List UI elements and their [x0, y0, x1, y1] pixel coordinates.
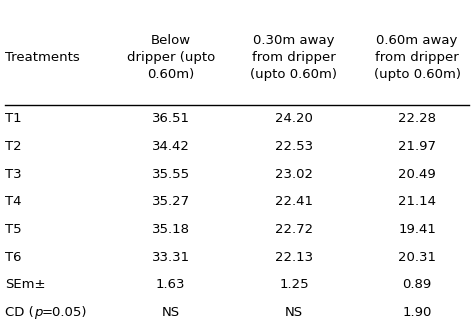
Text: 22.41: 22.41: [275, 195, 313, 208]
Text: =0.05): =0.05): [41, 306, 87, 319]
Text: 35.18: 35.18: [152, 223, 190, 236]
Text: 1.25: 1.25: [279, 278, 309, 291]
Text: p: p: [34, 306, 43, 319]
Text: T2: T2: [5, 140, 21, 153]
Text: Below
dripper (upto
0.60m): Below dripper (upto 0.60m): [127, 34, 215, 81]
Text: 0.89: 0.89: [402, 278, 432, 291]
Text: 1.63: 1.63: [156, 278, 185, 291]
Text: T1: T1: [5, 112, 21, 125]
Text: 20.31: 20.31: [398, 251, 436, 264]
Text: NS: NS: [162, 306, 180, 319]
Text: 21.14: 21.14: [398, 195, 436, 208]
Text: 22.72: 22.72: [275, 223, 313, 236]
Text: 23.02: 23.02: [275, 167, 313, 180]
Text: 0.60m away
from dripper
(upto 0.60m): 0.60m away from dripper (upto 0.60m): [374, 34, 461, 81]
Text: 21.97: 21.97: [398, 140, 436, 153]
Text: 36.51: 36.51: [152, 112, 190, 125]
Text: T6: T6: [5, 251, 21, 264]
Text: 34.42: 34.42: [152, 140, 190, 153]
Text: 33.31: 33.31: [152, 251, 190, 264]
Text: 22.28: 22.28: [398, 112, 436, 125]
Text: Treatments: Treatments: [5, 51, 80, 64]
Text: SEm±: SEm±: [5, 278, 45, 291]
Text: 19.41: 19.41: [398, 223, 436, 236]
Text: 22.53: 22.53: [275, 140, 313, 153]
Text: T5: T5: [5, 223, 21, 236]
Text: T4: T4: [5, 195, 21, 208]
Text: 0.30m away
from dripper
(upto 0.60m): 0.30m away from dripper (upto 0.60m): [250, 34, 337, 81]
Text: CD (: CD (: [5, 306, 34, 319]
Text: 35.27: 35.27: [152, 195, 190, 208]
Text: 35.55: 35.55: [152, 167, 190, 180]
Text: T3: T3: [5, 167, 21, 180]
Text: NS: NS: [285, 306, 303, 319]
Text: 22.13: 22.13: [275, 251, 313, 264]
Text: 20.49: 20.49: [398, 167, 436, 180]
Text: 24.20: 24.20: [275, 112, 313, 125]
Text: 1.90: 1.90: [402, 306, 432, 319]
